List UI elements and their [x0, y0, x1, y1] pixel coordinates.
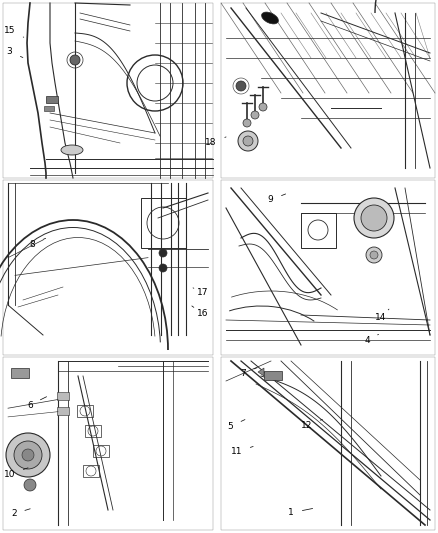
Bar — [57, 407, 69, 415]
Text: 18: 18 — [205, 137, 226, 147]
Bar — [11, 368, 29, 378]
Text: 5: 5 — [227, 419, 245, 431]
Text: 12: 12 — [301, 419, 322, 430]
Polygon shape — [258, 368, 264, 376]
Ellipse shape — [61, 145, 83, 155]
Bar — [77, 405, 93, 417]
Text: 17: 17 — [193, 288, 208, 296]
Bar — [301, 213, 336, 248]
Text: 4: 4 — [364, 334, 378, 344]
Text: 2: 2 — [11, 509, 30, 518]
Circle shape — [251, 111, 259, 119]
Text: 1: 1 — [288, 508, 313, 517]
Circle shape — [366, 247, 382, 263]
Bar — [85, 425, 101, 437]
Bar — [221, 357, 435, 530]
Bar — [57, 392, 69, 400]
Text: 8: 8 — [29, 238, 46, 248]
Circle shape — [243, 119, 251, 127]
Text: 10: 10 — [4, 468, 28, 479]
Circle shape — [243, 136, 253, 146]
Circle shape — [238, 131, 258, 151]
Circle shape — [159, 264, 167, 272]
Circle shape — [236, 81, 246, 91]
Circle shape — [6, 433, 50, 477]
Bar — [264, 371, 282, 380]
Ellipse shape — [261, 12, 279, 24]
Text: 14: 14 — [375, 309, 389, 321]
Bar — [46, 96, 58, 103]
Text: 15: 15 — [4, 27, 24, 37]
Circle shape — [159, 249, 167, 257]
Circle shape — [259, 103, 267, 111]
Text: 7: 7 — [240, 368, 257, 377]
Circle shape — [24, 479, 36, 491]
Bar — [93, 445, 109, 457]
Bar — [3, 180, 213, 355]
Circle shape — [70, 55, 80, 65]
Bar — [141, 198, 186, 248]
Bar — [221, 180, 435, 355]
Bar — [44, 106, 54, 111]
Text: 16: 16 — [192, 306, 208, 318]
Bar — [3, 3, 213, 178]
Text: 3: 3 — [7, 47, 23, 58]
Circle shape — [22, 449, 34, 461]
Bar — [3, 357, 213, 530]
Circle shape — [361, 205, 387, 231]
Bar — [221, 3, 435, 178]
Text: 9: 9 — [268, 194, 286, 204]
Text: 11: 11 — [231, 447, 253, 456]
Circle shape — [354, 198, 394, 238]
Circle shape — [14, 441, 42, 469]
Text: 6: 6 — [27, 397, 46, 409]
Bar — [83, 465, 99, 477]
Circle shape — [370, 251, 378, 259]
